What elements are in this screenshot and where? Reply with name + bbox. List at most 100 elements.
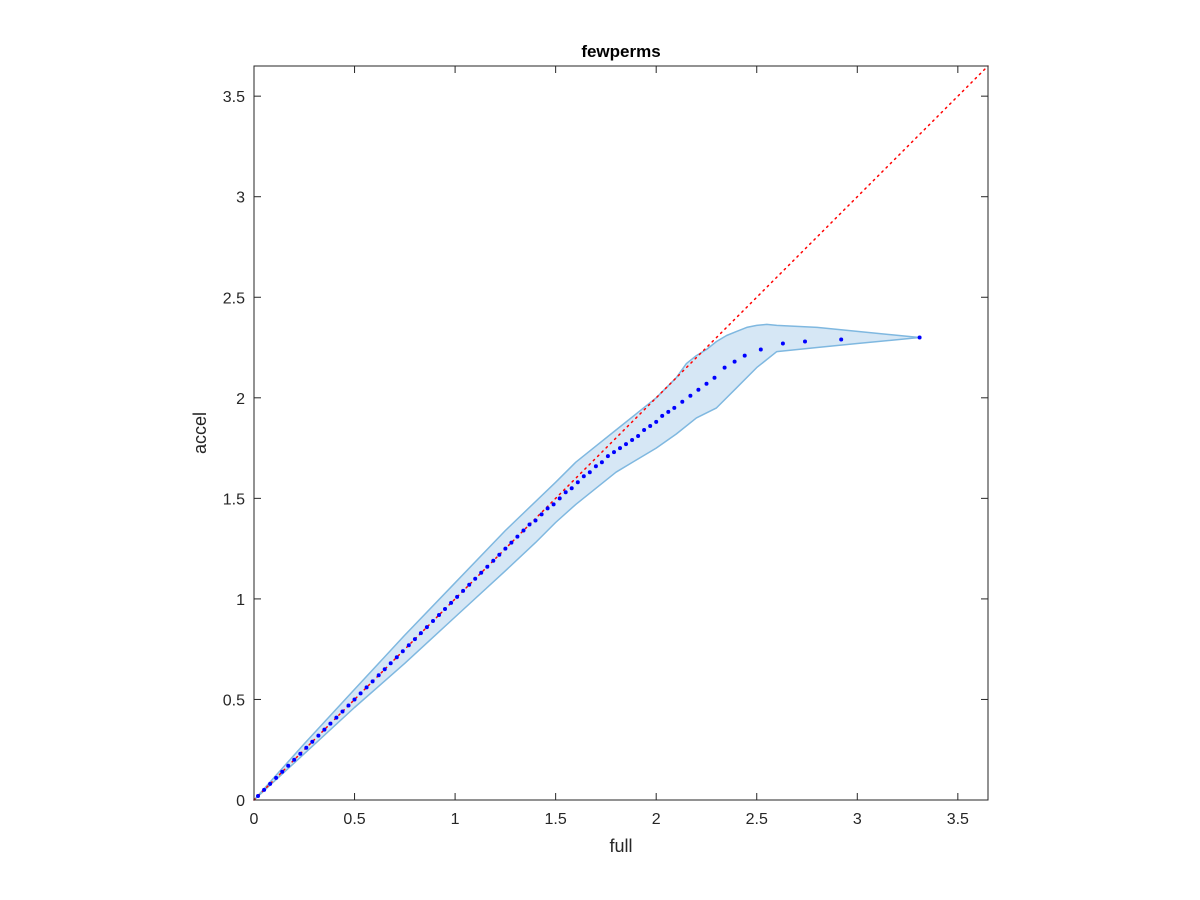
y-tick-label: 1.5 bbox=[223, 491, 245, 508]
y-tick-label: 2.5 bbox=[223, 290, 245, 307]
data-point bbox=[742, 353, 747, 358]
data-point bbox=[455, 594, 460, 599]
x-axis-label: full bbox=[609, 836, 632, 856]
y-tick-label: 2 bbox=[236, 391, 245, 408]
data-point bbox=[599, 460, 604, 465]
data-point bbox=[722, 365, 727, 370]
data-point bbox=[527, 522, 532, 527]
data-point bbox=[346, 703, 351, 708]
data-point bbox=[521, 528, 526, 533]
data-point bbox=[274, 775, 279, 780]
data-point bbox=[467, 582, 472, 587]
y-tick-label: 1 bbox=[236, 592, 245, 609]
data-point bbox=[704, 381, 709, 386]
data-point bbox=[485, 564, 490, 569]
data-point bbox=[340, 709, 345, 714]
data-point bbox=[587, 470, 592, 475]
data-point bbox=[563, 490, 568, 495]
x-tick-label: 3 bbox=[853, 811, 862, 828]
data-point bbox=[370, 679, 375, 684]
data-point bbox=[654, 419, 659, 424]
data-point bbox=[358, 691, 363, 696]
data-point bbox=[712, 375, 717, 380]
data-point bbox=[304, 745, 309, 750]
data-point bbox=[581, 474, 586, 479]
data-point bbox=[688, 393, 693, 398]
data-point bbox=[758, 347, 763, 352]
data-point bbox=[569, 486, 574, 491]
data-point bbox=[376, 673, 381, 678]
data-point bbox=[666, 409, 671, 414]
data-point bbox=[539, 512, 544, 517]
data-point bbox=[612, 450, 616, 455]
data-point bbox=[473, 576, 478, 581]
data-point bbox=[364, 685, 369, 690]
data-point bbox=[334, 715, 339, 720]
data-point bbox=[352, 697, 357, 702]
x-tick-label: 2.5 bbox=[746, 811, 768, 828]
data-point bbox=[437, 613, 441, 617]
data-point bbox=[917, 335, 922, 340]
data-point bbox=[642, 428, 647, 432]
data-point bbox=[443, 607, 447, 611]
data-point bbox=[328, 721, 333, 726]
data-point bbox=[630, 438, 635, 442]
data-point bbox=[449, 600, 454, 605]
data-point bbox=[491, 558, 496, 563]
data-point bbox=[479, 570, 484, 575]
data-points-layer bbox=[256, 335, 922, 798]
data-point bbox=[732, 359, 737, 364]
data-point bbox=[310, 739, 315, 744]
data-point bbox=[551, 502, 556, 507]
x-tick-label: 2 bbox=[652, 811, 661, 828]
data-point bbox=[400, 649, 405, 654]
data-point bbox=[509, 540, 514, 545]
y-tick-label: 0 bbox=[236, 793, 245, 810]
data-point bbox=[286, 763, 291, 768]
data-point bbox=[388, 661, 393, 666]
data-point bbox=[503, 546, 508, 551]
data-point bbox=[575, 480, 580, 485]
x-tick-label: 3.5 bbox=[947, 811, 969, 828]
data-point bbox=[696, 387, 701, 392]
x-tick-label: 0 bbox=[250, 811, 259, 828]
data-point bbox=[418, 631, 423, 636]
data-point bbox=[593, 464, 598, 469]
data-point bbox=[268, 781, 273, 786]
y-tick-label: 3 bbox=[236, 190, 245, 207]
data-point bbox=[431, 619, 435, 623]
y-tick-label: 0.5 bbox=[223, 692, 245, 709]
y-ticks: 0 0.5 1 1.5 2 2.5 3 3.5 bbox=[223, 89, 988, 810]
chart-title: fewperms bbox=[581, 42, 660, 61]
y-tick-label: 3.5 bbox=[223, 89, 245, 106]
data-point bbox=[648, 424, 653, 428]
x-tick-label: 0.5 bbox=[343, 811, 365, 828]
y-axis-label: accel bbox=[190, 412, 210, 454]
data-point bbox=[557, 496, 562, 501]
data-point bbox=[394, 655, 399, 660]
data-point bbox=[280, 769, 285, 774]
data-point bbox=[461, 588, 466, 593]
axes-box bbox=[253, 65, 989, 801]
x-ticks: 0 0.5 1 1.5 2 2.5 3 3.5 bbox=[250, 66, 969, 828]
reference-line-layer bbox=[253, 65, 989, 801]
data-point bbox=[322, 727, 327, 732]
data-point bbox=[672, 405, 677, 410]
data-point bbox=[624, 442, 628, 447]
data-point bbox=[382, 667, 387, 672]
data-point bbox=[292, 757, 297, 762]
x-tick-label: 1.5 bbox=[545, 811, 567, 828]
confidence-band-layer bbox=[253, 323, 921, 801]
data-point bbox=[545, 506, 550, 511]
data-point bbox=[533, 518, 538, 523]
data-point bbox=[262, 787, 267, 792]
reference-line bbox=[253, 65, 989, 801]
data-point bbox=[803, 339, 807, 344]
data-point bbox=[839, 337, 844, 342]
data-point bbox=[316, 733, 321, 738]
data-point bbox=[412, 637, 417, 642]
data-point bbox=[497, 552, 502, 557]
x-tick-label: 1 bbox=[451, 811, 460, 828]
data-point bbox=[424, 625, 429, 630]
